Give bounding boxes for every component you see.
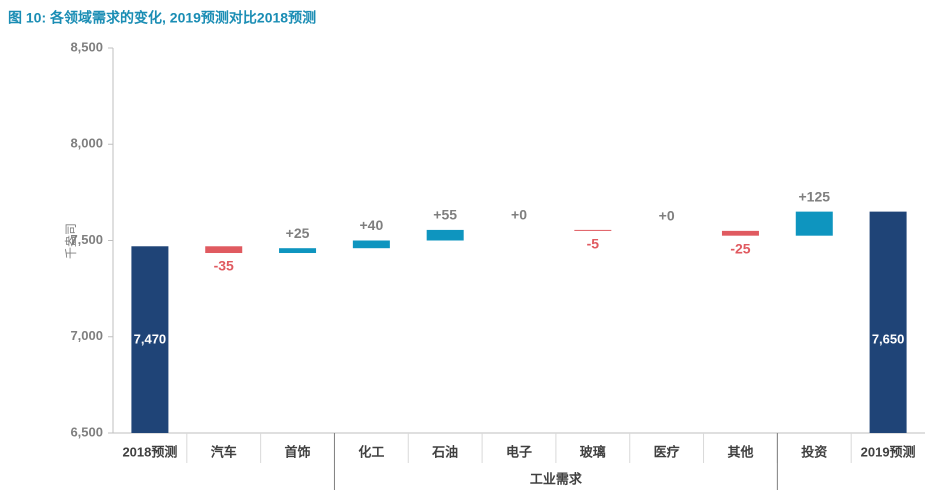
bar [279, 248, 317, 254]
x-tick-label: 汽车 [211, 444, 237, 459]
group-label: 工业需求 [530, 471, 583, 486]
x-tick-label: 首饰 [285, 444, 311, 459]
y-tick-label: 8,000 [70, 136, 103, 151]
y-tick-label: 6,500 [70, 424, 103, 439]
value-label: 7,650 [872, 331, 905, 346]
value-label: +55 [433, 207, 457, 223]
value-label: +25 [286, 225, 310, 241]
bar [352, 240, 390, 249]
y-tick-label: 7,500 [70, 232, 103, 247]
value-label: +0 [659, 208, 675, 224]
y-tick-label: 8,500 [70, 39, 103, 54]
value-label: +125 [798, 188, 830, 204]
x-tick-label: 玻璃 [580, 444, 606, 459]
bar [131, 246, 169, 433]
bar [721, 230, 759, 236]
x-tick-label: 化工 [358, 444, 384, 459]
value-label: -35 [214, 258, 234, 274]
value-label: +0 [511, 207, 527, 223]
x-tick-label: 电子 [506, 444, 532, 459]
value-label: -5 [587, 236, 600, 252]
value-label: +40 [359, 217, 383, 233]
x-tick-label: 投资 [801, 444, 827, 459]
x-tick-label: 2018预测 [122, 444, 177, 459]
x-tick-label: 其他 [727, 444, 753, 459]
bar [574, 229, 612, 231]
chart-title: 图 10: 各领域需求的变化, 2019预测对比2018预测 [8, 10, 316, 26]
x-tick-label: 医疗 [654, 444, 680, 459]
value-label: -25 [730, 240, 750, 256]
x-tick-label: 2019预测 [861, 444, 916, 459]
bar [426, 229, 464, 241]
y-tick-label: 7,000 [70, 328, 103, 343]
bar [869, 211, 907, 433]
bar [205, 246, 243, 254]
x-tick-label: 石油 [431, 444, 458, 459]
y-axis-label: 千盎司 [64, 223, 78, 259]
bar [795, 211, 833, 236]
value-label: 7,470 [134, 331, 167, 346]
